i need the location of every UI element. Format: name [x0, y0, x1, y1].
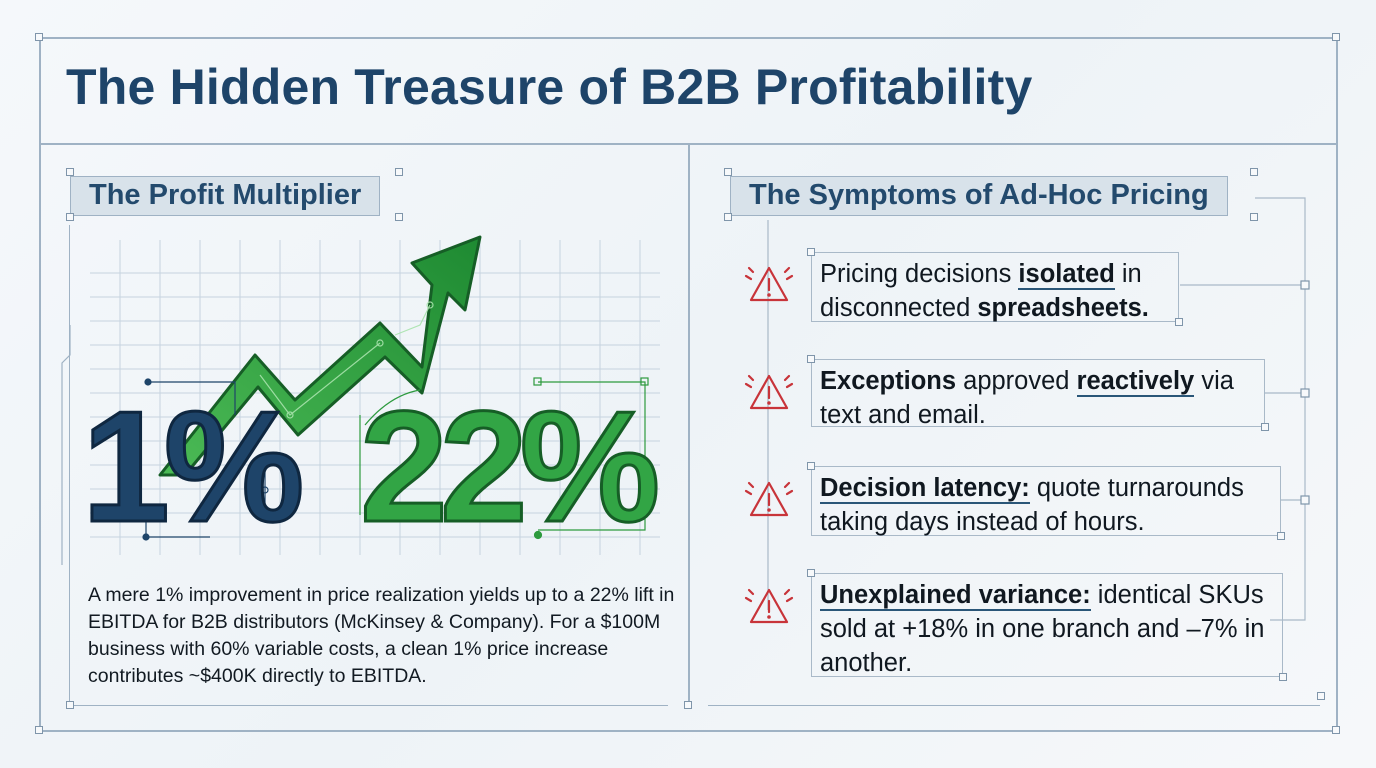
- frame-node: [1261, 423, 1269, 431]
- profit-multiplier-caption: A mere 1% improvement in price realizati…: [88, 584, 675, 687]
- symptom-text: Pricing decisions isolated in disconnect…: [820, 257, 1178, 325]
- frame-node: [35, 33, 43, 41]
- symptom-item: Pricing decisions isolated in disconnect…: [811, 252, 1179, 322]
- symptom-keyword: reactively: [1076, 367, 1195, 397]
- symptom-keyword: spreadsheets.: [977, 294, 1149, 322]
- frame-node: [1332, 726, 1340, 734]
- left-panel-rail: [69, 225, 71, 703]
- frame-node: [724, 168, 732, 176]
- frame-node: [66, 168, 74, 176]
- frame-node: [1332, 33, 1340, 41]
- twenty-two-percent-value: 22%: [360, 379, 657, 555]
- one-percent-value: 1%: [82, 379, 301, 555]
- frame-node: [66, 213, 74, 221]
- frame-node: [1277, 532, 1285, 540]
- outer-frame-left: [39, 37, 41, 731]
- frame-node: [1279, 673, 1287, 681]
- symptom-text-part: Pricing decisions: [820, 260, 1019, 288]
- symptom-item: Exceptions approved reactively via text …: [811, 359, 1265, 429]
- panel-divider: [688, 143, 690, 703]
- frame-node: [66, 701, 74, 709]
- symptom-item: Unexplained variance: identical SKUs sol…: [811, 573, 1283, 677]
- symptom-keyword: Exceptions: [820, 367, 957, 395]
- page-title: The Hidden Treasure of B2B Profitability: [66, 59, 1033, 115]
- frame-node: [807, 248, 815, 256]
- symptom-text-part: in disconnected: [820, 260, 1142, 322]
- frame-node: [807, 355, 815, 363]
- profit-multiplier-label: The Profit Multiplier: [70, 176, 381, 216]
- growth-arrow: [158, 235, 482, 477]
- outer-frame-top: [39, 37, 1337, 39]
- outer-frame-bottom: [39, 730, 1337, 732]
- symptom-text-part: via text and email.: [820, 367, 1234, 429]
- warning-triangle-icon: [744, 266, 794, 302]
- warning-triangle-icon: [744, 374, 794, 410]
- symptom-text: Decision latency: quote turnarounds taki…: [820, 471, 1280, 539]
- frame-node: [1317, 692, 1325, 700]
- symptom-text: Exceptions approved reactively via text …: [820, 364, 1264, 432]
- symptom-keyword: Decision latency:: [820, 474, 1030, 504]
- symptoms-label: The Symptoms of Ad-Hoc Pricing: [730, 176, 1228, 216]
- right-panel-bottom: [708, 705, 1320, 707]
- symptom-item: Decision latency: quote turnarounds taki…: [811, 466, 1281, 536]
- frame-node: [807, 462, 815, 470]
- left-panel-bottom: [70, 705, 668, 707]
- symptom-text-part: approved: [956, 367, 1077, 395]
- warning-triangle-icon: [744, 588, 794, 624]
- frame-node: [807, 569, 815, 577]
- symptom-text: Unexplained variance: identical SKUs sol…: [820, 578, 1282, 680]
- symptom-keyword: Unexplained variance:: [820, 581, 1091, 611]
- symptom-text-part: identical SKUs sold at +18% in one branc…: [820, 581, 1265, 677]
- profit-multiplier-graphic: 1% 22%: [61, 235, 666, 565]
- frame-node: [395, 213, 403, 221]
- frame-node: [1250, 168, 1258, 176]
- warning-triangle-icon: [744, 481, 794, 517]
- frame-node: [684, 701, 692, 709]
- symptom-keyword: isolated: [1018, 260, 1115, 290]
- connector-line: [61, 325, 71, 565]
- frame-node: [1250, 213, 1258, 221]
- frame-node: [1175, 318, 1183, 326]
- frame-node: [35, 726, 43, 734]
- outer-frame-right: [1336, 37, 1338, 731]
- frame-node: [395, 168, 403, 176]
- symptom-text-part: quote turnarounds taking days instead of…: [820, 474, 1244, 536]
- frame-node: [724, 213, 732, 221]
- background-grid: [90, 240, 660, 555]
